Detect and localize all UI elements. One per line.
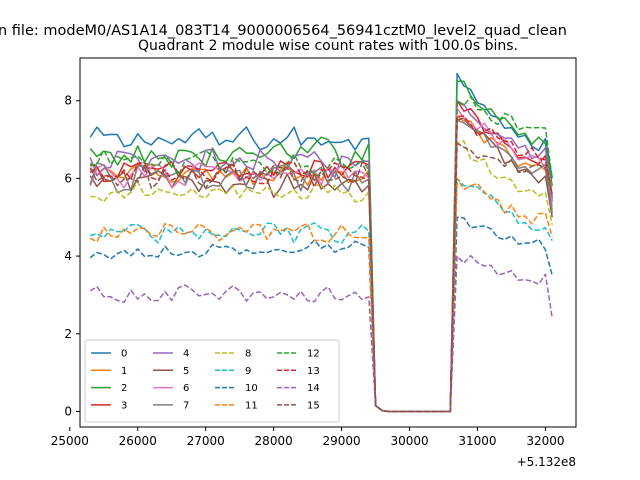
y-tick-label: 4 (64, 249, 72, 263)
legend-label-7: 7 (183, 400, 189, 411)
series-line-13 (89, 115, 553, 413)
legend-label-4: 4 (183, 349, 189, 360)
series-line-9 (90, 177, 553, 413)
legend-label-8: 8 (245, 349, 251, 360)
x-tick-label: 32000 (526, 434, 564, 448)
legend-label-0: 0 (121, 349, 127, 360)
legend-label-13: 13 (307, 366, 320, 377)
series-line-11 (89, 177, 553, 413)
plot-frame (79, 57, 577, 428)
y-tick-label: 6 (64, 171, 72, 185)
series-line-2 (89, 80, 553, 413)
series-line-8 (90, 140, 553, 413)
series-line-7 (89, 119, 553, 413)
legend-label-10: 10 (245, 383, 258, 394)
y-tick-label: 2 (64, 327, 72, 341)
x-axis: 25000 26000 27000 28000 29000 30000 31000 32000 (51, 427, 565, 448)
series-line-14 (89, 254, 553, 413)
plot-lines (89, 72, 553, 413)
legend-label-14: 14 (307, 383, 320, 394)
y-tick-label: 8 (64, 94, 72, 108)
series-line-4 (89, 99, 553, 413)
legend-box (84, 339, 340, 423)
legend-label-9: 9 (245, 366, 251, 377)
legend-label-3: 3 (121, 400, 127, 411)
series-line-12 (89, 95, 553, 413)
legend-label-5: 5 (183, 366, 189, 377)
series-line-0 (89, 72, 553, 413)
x-tick-label: 31000 (458, 434, 496, 448)
legend-label-11: 11 (245, 400, 258, 411)
figure-suptitle: n file: modeM0/AS1A14_083T14_9000006564_… (0, 23, 567, 39)
series-line-10 (89, 216, 553, 413)
legend-label-2: 2 (121, 383, 127, 394)
y-axis: 0 2 4 6 8 (64, 94, 80, 418)
legend-label-1: 1 (121, 366, 127, 377)
x-tick-label: 30000 (390, 434, 428, 448)
x-offset-label: +5.132e8 (517, 455, 576, 469)
x-tick-label: 29000 (322, 434, 360, 448)
chart-title: Quadrant 2 module wise count rates with … (138, 38, 518, 54)
y-tick-label: 0 (64, 404, 72, 418)
legend-label-12: 12 (307, 349, 320, 360)
legend-label-15: 15 (307, 400, 320, 411)
x-tick-label: 25000 (51, 434, 89, 448)
series-line-15 (89, 142, 553, 413)
x-tick-label: 26000 (119, 434, 157, 448)
legend-label-6: 6 (183, 383, 189, 394)
x-tick-label: 27000 (187, 434, 225, 448)
x-tick-label: 28000 (255, 434, 293, 448)
